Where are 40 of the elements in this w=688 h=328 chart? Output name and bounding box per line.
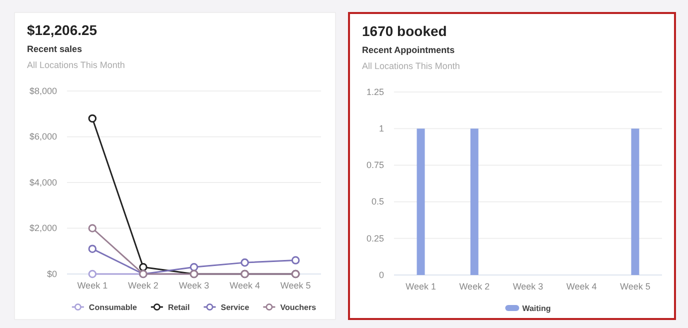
x-tick-label: Week 2 [128, 280, 158, 290]
x-tick-label: Week 1 [77, 280, 108, 290]
x-tick-label: Week 4 [566, 281, 597, 292]
legend-label: Consumable [88, 303, 138, 312]
x-tick-label: Week 2 [459, 281, 490, 292]
point [88, 270, 97, 278]
point [88, 114, 97, 123]
y-tick-label: 0.5 [371, 196, 384, 207]
y-tick-label: $8,000 [29, 86, 57, 96]
y-tick-label: $4,000 [29, 177, 57, 188]
point [139, 263, 148, 272]
y-tick-label: $2,000 [29, 223, 57, 234]
chart-title: 1670 booked [362, 23, 447, 39]
point [240, 258, 249, 267]
x-tick-label: Week 1 [406, 281, 436, 292]
legend-label: Vouchers [280, 303, 317, 312]
x-tick-label: Week 5 [620, 281, 650, 292]
legend-label: Service [220, 303, 250, 312]
y-tick-label: 0.25 [366, 233, 384, 244]
point [88, 244, 97, 253]
x-tick-label: Week 3 [178, 280, 210, 290]
point [291, 256, 300, 264]
chart-subtitle: Recent sales [27, 44, 82, 54]
y-tick-label: $6,000 [29, 132, 57, 142]
y-tick-label: 1 [378, 123, 384, 134]
y-tick-label: 0 [378, 270, 384, 280]
x-tick-label: Week 4 [230, 280, 260, 290]
point [190, 263, 198, 272]
text: All Locations This Month [27, 60, 125, 70]
y-tick-label: 0.75 [366, 160, 384, 170]
legend-label: Retail [168, 303, 190, 312]
legend-label: Waiting [522, 304, 551, 313]
chart-title: $12,206.25 [27, 22, 98, 38]
text: All Locations This Month [362, 61, 460, 71]
x-tick-label: Week 3 [512, 281, 544, 292]
y-tick-label: $0 [46, 268, 57, 279]
y-tick-label: 1.25 [366, 86, 384, 97]
chart-subtitle: Recent Appointments [362, 45, 455, 55]
point [88, 224, 97, 232]
x-tick-label: Week 5 [280, 280, 311, 290]
